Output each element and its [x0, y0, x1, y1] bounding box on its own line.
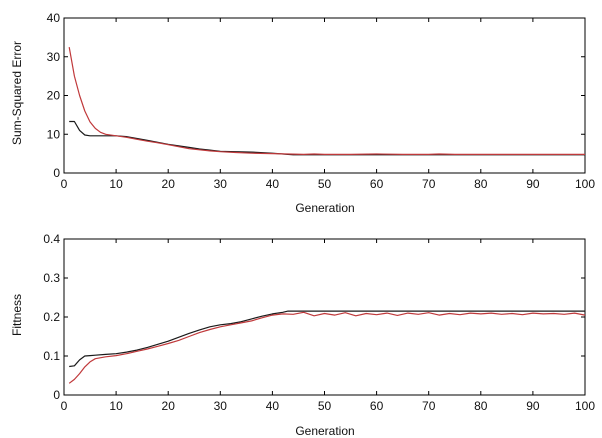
- error-chart-x-tick-label: 80: [474, 177, 488, 191]
- fitness-chart-x-tick-label: 100: [575, 399, 595, 413]
- error-chart-frame: [63, 17, 586, 174]
- error-chart-x-tick-label: 0: [61, 177, 68, 191]
- fitness-chart-x-tick-label: 70: [422, 399, 436, 413]
- error-chart-x-tick-label: 100: [575, 177, 595, 191]
- error-chart-x-tick-label: 70: [422, 177, 436, 191]
- error-chart-x-tick-label: 50: [318, 177, 332, 191]
- fitness-chart-x-tick-label: 10: [109, 399, 123, 413]
- error-chart-x-axis-label: Generation: [295, 201, 354, 215]
- fitness-chart-y-tick-label: 0.1: [43, 349, 60, 363]
- error-chart-x-tick-label: 20: [162, 177, 176, 191]
- fitness-chart-plot-area: 0 10 20 30 40 50 60 70 80 90 100 0 0.1 0.2 0.3 0.4: [43, 232, 595, 413]
- fitness-chart: 0 10 20 30 40 50 60 70 80 90 100 0 0.1 0.2 0.3 0.4 Gene…: [10, 232, 595, 438]
- error-chart-series-line-2: [68, 46, 585, 155]
- fitness-chart-series-line-2: [68, 311, 586, 384]
- error-chart-plot-area: 0 10 20 30 40 50 60 70 80 90 100 0 10 20 30 40: [47, 11, 596, 191]
- fitness-chart-x-tick-label: 20: [162, 399, 176, 413]
- fitness-chart-y-tick-label: 0.3: [43, 271, 60, 285]
- error-chart-y-tick-label: 0: [53, 166, 60, 180]
- fitness-chart-x-tick-label: 0: [61, 399, 68, 413]
- fitness-chart-series-line-1: [69, 310, 585, 368]
- fitness-chart-y-tick-label: 0.4: [43, 232, 60, 246]
- fitness-chart-y-tick-label: 0: [53, 388, 60, 402]
- error-chart-y-tick-label: 10: [47, 127, 61, 141]
- error-chart-y-axis-label: Sum-Squared Error: [10, 41, 24, 145]
- error-chart-x-tick-label: 90: [526, 177, 540, 191]
- fitness-chart-x-tick-label: 80: [474, 399, 488, 413]
- error-chart-y-tick-label: 40: [47, 11, 61, 25]
- error-chart-x-tick-label: 60: [370, 177, 384, 191]
- fitness-chart-frame: [63, 238, 586, 396]
- fitness-chart-x-tick-label: 90: [526, 399, 540, 413]
- error-chart-x-tick-label: 10: [109, 177, 123, 191]
- fitness-chart-x-axis-label: Generation: [295, 424, 354, 438]
- fitness-chart-x-tick-label: 60: [370, 399, 384, 413]
- error-chart-y-tick-label: 20: [47, 89, 61, 103]
- fitness-chart-x-tick-label: 40: [266, 399, 280, 413]
- fitness-chart-y-axis-label: Fittness: [10, 294, 24, 336]
- fitness-chart-x-tick-label: 30: [214, 399, 228, 413]
- error-chart-y-tick-label: 30: [47, 50, 61, 64]
- error-chart-x-tick-label: 30: [214, 177, 228, 191]
- fitness-chart-x-tick-label: 50: [318, 399, 332, 413]
- fitness-chart-y-tick-label: 0.2: [43, 310, 60, 324]
- error-chart: 0 10 20 30 40 50 60 70 80 90 100 0 10 20 30 40 Generati…: [10, 11, 595, 215]
- error-chart-x-tick-label: 40: [266, 177, 280, 191]
